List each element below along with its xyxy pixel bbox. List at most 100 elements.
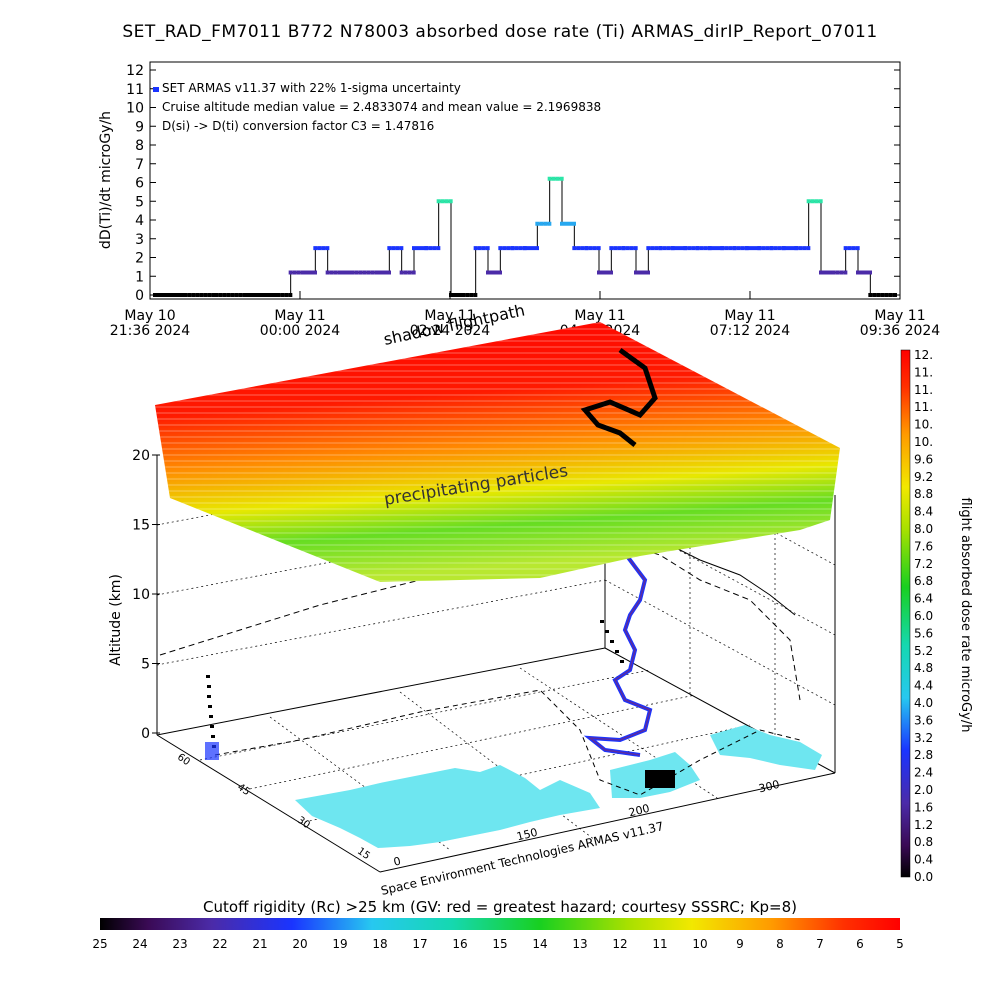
data-point (720, 246, 725, 251)
timeseries-series (153, 176, 897, 297)
data-point (411, 270, 416, 275)
series-line (155, 178, 895, 296)
rigidity-colorbar-tick-label: 16 (452, 937, 467, 951)
data-point (498, 270, 502, 275)
data-point (683, 246, 688, 251)
dose-colorbar-tick-label: 6.4 (914, 592, 933, 606)
data-point (199, 293, 204, 297)
data-point (325, 246, 330, 251)
takeoff-marker (205, 742, 219, 760)
data-point (596, 246, 601, 251)
data-point (806, 199, 811, 204)
timeseries-y-label: dD(Ti)/dt microGy/h (98, 111, 114, 249)
data-point (843, 270, 848, 275)
data-point (790, 246, 794, 251)
data-point (305, 270, 309, 275)
data-point (412, 246, 416, 251)
data-point (518, 246, 523, 251)
data-point (888, 293, 893, 297)
data-point (191, 293, 196, 297)
dose-colorbar-tick-label: 8.0 (914, 522, 933, 536)
data-point (453, 293, 457, 297)
data-point (242, 293, 247, 297)
dose-colorbar-tick-label: 1.6 (914, 800, 933, 814)
data-point (261, 293, 266, 297)
data-point (646, 270, 650, 275)
data-point (671, 246, 675, 251)
data-point (880, 293, 885, 297)
rigidity-colorbar-tick-label: 22 (212, 937, 227, 951)
dose-colorbar-tick-label: 4.4 (914, 679, 933, 693)
longitude-tick-label: 150 (515, 826, 539, 844)
data-point (860, 270, 864, 275)
data-point (708, 246, 712, 251)
altitude-ticks: 0 5 10 15 20 (132, 448, 160, 742)
data-point (407, 270, 412, 275)
y-tick-label: 4 (135, 213, 144, 229)
data-point (169, 293, 173, 297)
data-point (253, 293, 258, 297)
data-point (782, 246, 786, 251)
data-point (342, 270, 346, 275)
dose-colorbar-tick-label: 6.8 (914, 574, 933, 588)
data-point (868, 293, 873, 297)
rigidity-colorbar-tick-label: 5 (896, 937, 904, 951)
y-tick-label: 3 (135, 232, 144, 248)
data-point (539, 221, 544, 226)
data-point (366, 270, 371, 275)
data-point (592, 246, 597, 251)
data-point (855, 246, 860, 251)
data-point (448, 199, 453, 204)
data-point (432, 246, 437, 251)
rigidity-colorbar-tick-label: 25 (92, 937, 107, 951)
data-point (177, 293, 181, 297)
dose-colorbar-tick-label: 6.0 (914, 609, 933, 623)
data-point (494, 270, 498, 275)
data-point (523, 246, 527, 251)
data-point (745, 246, 749, 251)
data-point (876, 293, 881, 297)
rigidity-colorbar-tick-label: 7 (816, 937, 824, 951)
data-point (269, 293, 274, 297)
annotation-1: SET ARMAS v11.37 with 22% 1-sigma uncert… (162, 81, 461, 95)
altitude-axis-label: Altitude (km) (108, 574, 124, 666)
x-tick-label-date: May 11 (574, 308, 625, 324)
data-point (576, 246, 581, 251)
y-tick-label: 8 (135, 138, 144, 154)
data-point (868, 270, 872, 275)
dose-colorbar-tick-label: 9.2 (914, 470, 933, 484)
data-point (207, 293, 212, 297)
descent-dots (600, 620, 675, 788)
data-point (370, 270, 375, 275)
x-tick-label-time: 07:12 2024 (710, 323, 791, 339)
data-point (691, 246, 696, 251)
data-point (257, 293, 262, 297)
rigidity-colorbar-tick-label: 19 (332, 937, 347, 951)
data-point (568, 221, 572, 226)
annotation-2: Cruise altitude median value = 2.4833074… (162, 100, 601, 114)
data-point (416, 246, 420, 251)
dose-colorbar-tick-label: 0.4 (914, 853, 933, 867)
data-point (428, 246, 433, 251)
dose-colorbar-tick-label: 9.6 (914, 452, 933, 466)
x-tick-label-date: May 11 (274, 308, 325, 324)
x-tick-label-time: 02:24 2024 (410, 323, 491, 339)
data-point (238, 293, 243, 297)
data-point (292, 270, 297, 275)
data-point (234, 293, 239, 297)
dose-colorbar-tick-label: 11. (914, 365, 933, 379)
rigidity-colorbar-tick-label: 11 (652, 937, 667, 951)
data-point (650, 246, 655, 251)
data-point (473, 293, 478, 297)
data-point (629, 246, 634, 251)
dose-colorbar-tick-label: 10. (914, 435, 933, 449)
data-point (486, 270, 490, 275)
ground-track (214, 689, 801, 796)
data-point (572, 221, 576, 226)
data-point (547, 221, 552, 226)
dose-colorbar-tick-label: 2.4 (914, 766, 933, 780)
data-point (284, 293, 289, 297)
data-point (893, 293, 897, 297)
rigidity-colorbar-title: Cutoff rigidity (Rc) >25 km (GV: red = g… (203, 898, 797, 916)
data-point (181, 293, 185, 297)
